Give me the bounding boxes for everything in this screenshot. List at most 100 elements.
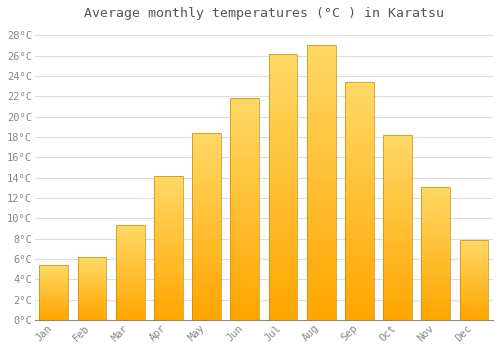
Bar [383, 246, 412, 248]
Bar [40, 281, 68, 282]
Bar [192, 239, 221, 241]
Bar [154, 307, 182, 308]
Bar [116, 261, 144, 262]
Bar [422, 271, 450, 272]
Bar [422, 250, 450, 251]
Bar [422, 212, 450, 214]
Bar [116, 299, 144, 300]
Bar [268, 115, 298, 118]
Bar [307, 116, 336, 119]
Bar [78, 319, 106, 320]
Bar [192, 210, 221, 211]
Bar [345, 199, 374, 201]
Bar [383, 231, 412, 233]
Bar [345, 111, 374, 113]
Bar [116, 292, 144, 293]
Bar [307, 158, 336, 160]
Bar [422, 237, 450, 239]
Bar [460, 261, 488, 262]
Bar [268, 203, 298, 205]
Bar [230, 318, 259, 320]
Bar [268, 267, 298, 270]
Bar [345, 137, 374, 139]
Bar [268, 285, 298, 288]
Bar [268, 270, 298, 272]
Bar [154, 176, 182, 320]
Bar [230, 123, 259, 125]
Bar [383, 298, 412, 300]
Bar [40, 290, 68, 291]
Bar [192, 140, 221, 142]
Bar [192, 251, 221, 253]
Bar [307, 301, 336, 303]
Bar [345, 89, 374, 92]
Bar [460, 244, 488, 245]
Bar [345, 104, 374, 106]
Bar [460, 262, 488, 263]
Bar [192, 247, 221, 249]
Bar [230, 191, 259, 194]
Bar [268, 195, 298, 197]
Bar [307, 166, 336, 168]
Bar [40, 288, 68, 289]
Bar [422, 248, 450, 250]
Bar [40, 265, 68, 320]
Bar [345, 120, 374, 122]
Bar [383, 170, 412, 172]
Bar [422, 307, 450, 308]
Bar [116, 281, 144, 282]
Bar [230, 178, 259, 180]
Bar [116, 248, 144, 249]
Bar [230, 245, 259, 247]
Bar [345, 258, 374, 260]
Bar [230, 300, 259, 302]
Bar [307, 218, 336, 221]
Bar [230, 220, 259, 223]
Bar [422, 219, 450, 220]
Bar [422, 192, 450, 194]
Bar [307, 243, 336, 246]
Bar [192, 187, 221, 189]
Bar [460, 319, 488, 320]
Bar [78, 260, 106, 261]
Bar [230, 276, 259, 278]
Bar [230, 174, 259, 176]
Bar [460, 281, 488, 282]
Bar [345, 163, 374, 166]
Bar [154, 206, 182, 208]
Bar [268, 67, 298, 70]
Bar [154, 300, 182, 301]
Bar [383, 279, 412, 281]
Bar [268, 134, 298, 136]
Bar [307, 80, 336, 83]
Bar [230, 238, 259, 240]
Bar [345, 166, 374, 168]
Bar [230, 98, 259, 320]
Bar [307, 149, 336, 152]
Bar [78, 318, 106, 319]
Bar [345, 180, 374, 182]
Bar [192, 146, 221, 148]
Bar [78, 297, 106, 298]
Bar [154, 280, 182, 281]
Bar [116, 228, 144, 229]
Bar [307, 298, 336, 301]
Bar [230, 269, 259, 271]
Bar [268, 142, 298, 144]
Bar [268, 317, 298, 320]
Bar [116, 282, 144, 283]
Bar [192, 249, 221, 251]
Bar [78, 272, 106, 273]
Bar [192, 238, 221, 239]
Bar [307, 268, 336, 271]
Bar [78, 269, 106, 270]
Bar [154, 267, 182, 268]
Bar [116, 252, 144, 253]
Bar [383, 174, 412, 176]
Bar [307, 61, 336, 64]
Bar [192, 135, 221, 137]
Bar [230, 289, 259, 291]
Bar [345, 116, 374, 118]
Bar [78, 289, 106, 290]
Bar [383, 250, 412, 252]
